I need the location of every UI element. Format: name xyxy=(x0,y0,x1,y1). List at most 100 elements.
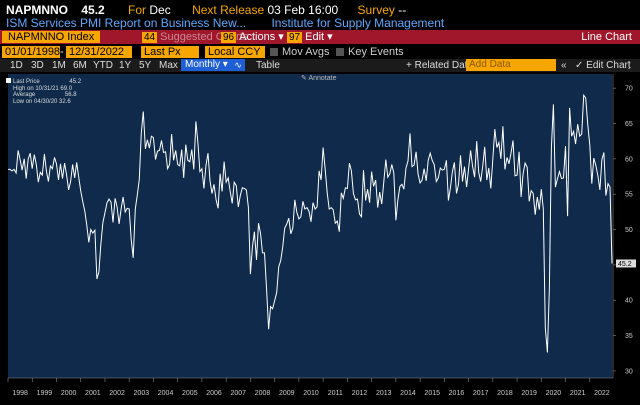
currency-select[interactable]: Local CCY xyxy=(205,46,265,58)
y-tick-label: 55 xyxy=(625,192,633,199)
currency-select-label: Local CCY xyxy=(208,46,261,58)
actions-menu[interactable]: 96 Actions ▾ xyxy=(221,31,284,43)
price-select-label: Last Px xyxy=(144,46,181,58)
x-tick-label: 2015 xyxy=(424,390,440,397)
next-release-value: 03 Feb 16:00 xyxy=(267,3,339,17)
checkbox-icon xyxy=(270,48,278,57)
x-tick-label: 2010 xyxy=(303,390,319,397)
legend-low-value: 32.6 xyxy=(59,98,71,105)
period-1d[interactable]: 1D xyxy=(10,60,23,71)
period-ytd[interactable]: YTD xyxy=(93,60,113,71)
period-5y[interactable]: 5Y xyxy=(139,60,152,71)
index-description: ISM Services PMI Report on Business New.… xyxy=(6,16,247,30)
for-label: For xyxy=(128,3,147,17)
for-value: Dec xyxy=(149,3,171,17)
key-events-label: Key Events xyxy=(348,46,404,58)
start-date-field[interactable]: 01/01/1998 xyxy=(2,46,60,58)
last-value: 45.2 xyxy=(81,3,105,17)
y-tick-label: 65 xyxy=(625,121,633,128)
legend-average-value: 56.8 xyxy=(64,92,77,98)
survey-value: -- xyxy=(398,3,407,17)
legend-low-label: Low on 04/30/20 xyxy=(13,98,58,105)
legend-last-value: 45.2 xyxy=(69,79,82,85)
legend-high-value: 69.0 xyxy=(60,85,73,92)
annotate-button[interactable]: ✎ Annotate xyxy=(301,74,336,82)
related-data-button[interactable]: + Related Dat xyxy=(406,60,468,71)
period-6m[interactable]: 6M xyxy=(73,60,87,71)
x-tick-label: 2019 xyxy=(521,390,537,397)
date-toolbar: 01/01/1998 - 12/31/2022 Last Px Local CC… xyxy=(0,46,640,59)
line-chart-icon[interactable]: ∿ xyxy=(231,59,245,71)
edit-menu[interactable]: 97 Edit ▾ xyxy=(287,31,333,43)
x-tick-label: 2006 xyxy=(206,390,222,397)
x-tick-label: 2000 xyxy=(61,390,77,397)
chart-legend: Last Price 45.2 High on 10/31/21 69.0 Av… xyxy=(6,78,81,105)
x-tick-label: 2004 xyxy=(158,390,174,397)
legend-low: Low on 04/30/20 32.6 xyxy=(6,99,81,106)
source-name: Institute for Supply Management xyxy=(271,16,445,30)
x-tick-label: 2017 xyxy=(473,390,489,397)
mov-avgs-label: Mov Avgs xyxy=(282,46,330,58)
annotate-icon: ✎ xyxy=(301,75,309,82)
x-tick-label: 2020 xyxy=(546,390,562,397)
last-value-label: 45.2 xyxy=(618,261,632,268)
suggested-number: 44 xyxy=(142,32,158,43)
add-data-input[interactable]: Add Data xyxy=(466,59,556,71)
x-tick-label: 1998 xyxy=(12,390,28,397)
x-tick-label: 2003 xyxy=(134,390,150,397)
legend-swatch xyxy=(6,78,11,83)
date-separator: - xyxy=(60,46,64,58)
legend-last-price: Last Price 45.2 xyxy=(6,78,81,86)
next-release-label: Next Release xyxy=(192,3,265,17)
actions-label: Actions xyxy=(239,31,276,43)
frequency-label: Monthly xyxy=(185,59,221,70)
annotate-label: Annotate xyxy=(308,75,337,82)
end-date-field[interactable]: 12/31/2022 xyxy=(66,46,132,58)
legend-high-label: High on 10/31/21 xyxy=(13,85,59,92)
table-button[interactable]: Table xyxy=(256,60,280,71)
x-tick-label: 2007 xyxy=(230,390,246,397)
period-max[interactable]: Max xyxy=(159,60,178,71)
period-1y[interactable]: 1Y xyxy=(119,60,132,71)
security-field[interactable]: NAPMNNO Index xyxy=(2,31,101,43)
x-tick-label: 2021 xyxy=(570,390,586,397)
y-tick-label: 70 xyxy=(625,86,633,93)
collapse-icon[interactable]: « xyxy=(561,60,567,71)
dropdown-arrow-icon: ▾ xyxy=(327,31,333,43)
edit-chart-button[interactable]: ✓ Edit Chart xyxy=(575,60,631,71)
more-options-icon[interactable]: ⋮ xyxy=(624,60,634,71)
x-tick-label: 2011 xyxy=(328,390,343,397)
line-chart[interactable]: 30354045505560657045.2199819992000200120… xyxy=(0,72,640,405)
frequency-dropdown[interactable]: Monthly ▾ xyxy=(181,59,232,71)
y-tick-label: 35 xyxy=(625,333,633,340)
period-1m[interactable]: 1M xyxy=(52,60,66,71)
mov-avgs-toggle[interactable]: Mov Avgs xyxy=(270,46,330,58)
x-tick-label: 2016 xyxy=(449,390,465,397)
x-tick-label: 2005 xyxy=(182,390,198,397)
y-tick-label: 30 xyxy=(625,368,633,375)
x-tick-label: 2013 xyxy=(376,390,392,397)
ticker-symbol[interactable]: NAPMNNO xyxy=(6,3,68,17)
header-row-description: ISM Services PMI Report on Business New.… xyxy=(6,16,444,30)
price-select[interactable]: Last Px xyxy=(141,46,199,58)
legend-average-label: Average xyxy=(13,92,36,98)
x-tick-label: 2002 xyxy=(109,390,125,397)
last-value-marker xyxy=(616,259,636,268)
x-tick-label: 2014 xyxy=(400,390,416,397)
chart-area[interactable]: 30354045505560657045.2199819992000200120… xyxy=(0,72,640,405)
y-tick-label: 50 xyxy=(625,227,633,234)
function-menubar: NAPMNNO Index 44 Suggested Charts 96 Actio… xyxy=(0,30,640,44)
survey-label: Survey xyxy=(357,3,395,17)
x-tick-label: 2001 xyxy=(85,390,101,397)
header-row-primary: NAPMNNO 45.2 For Dec Next Release 03 Feb… xyxy=(6,3,406,17)
x-tick-label: 2008 xyxy=(255,390,271,397)
y-tick-label: 40 xyxy=(625,298,633,305)
chart-type-label: Line Chart xyxy=(581,31,632,43)
key-events-toggle[interactable]: Key Events xyxy=(336,46,404,58)
period-3d[interactable]: 3D xyxy=(31,60,44,71)
edit-label: Edit xyxy=(305,31,325,43)
period-toolbar: 1D 3D 1M 6M YTD 1Y 5Y Max Monthly ▾ ∿ Ta… xyxy=(0,59,640,72)
x-tick-label: 2018 xyxy=(497,390,513,397)
legend-high: High on 10/31/21 69.0 xyxy=(6,86,81,93)
legend-average: Average 56.8 xyxy=(6,92,81,99)
